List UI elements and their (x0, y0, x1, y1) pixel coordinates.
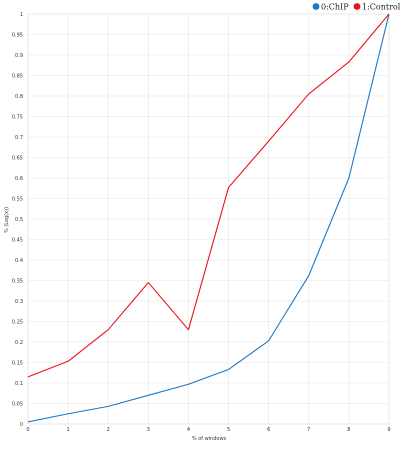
x-tick-label: 6 (267, 427, 270, 433)
x-tick-label: 8 (347, 427, 350, 433)
x-axis-label: % of windows (192, 436, 227, 442)
x-tick-label: 2 (107, 427, 110, 433)
x-tick-label: 1 (67, 427, 70, 433)
legend-label: 1:Control (362, 3, 400, 12)
x-tick-label: 4 (187, 427, 190, 433)
legend-marker (353, 3, 361, 10)
y-tick-label: 0.5 (15, 217, 23, 223)
y-tick-label: 0.65 (12, 155, 23, 161)
y-tick-label: 0.2 (15, 340, 23, 346)
x-axis-ticks: 0 1 2 3 4 5 6 7 8 9 (26, 427, 390, 433)
y-axis-ticks: 0 0.05 0.1 0.15 0.2 0.25 0.3 0.35 0.4 0.45 0.5 0.55… (12, 12, 23, 428)
y-tick-label: 0.85 (12, 73, 23, 79)
y-tick-label: 0.7 (15, 135, 23, 141)
series-line-chip (27, 13, 390, 423)
y-tick-label: 0.25 (12, 319, 23, 325)
y-tick-label: 0.55 (12, 196, 23, 202)
legend-label: 0:ChIP (321, 3, 349, 12)
y-tick-label: 0.4 (15, 258, 23, 264)
legend-item-control[interactable]: 1:Control (353, 3, 400, 12)
y-tick-label: 0.9 (15, 53, 23, 59)
y-tick-label: 0 (20, 422, 23, 428)
legend-item-chip[interactable]: 0:ChIP (312, 3, 350, 12)
y-tick-label: 0.05 (12, 401, 23, 407)
y-tick-label: 0.95 (12, 32, 23, 38)
legend-marker (312, 3, 320, 10)
x-tick-label: 9 (387, 427, 390, 433)
y-tick-label: 0.75 (12, 114, 23, 120)
y-tick-label: 0.1 (15, 381, 23, 387)
y-tick-label: 0.3 (15, 299, 23, 305)
series-line-control (27, 13, 390, 378)
y-tick-label: 0.6 (15, 176, 23, 182)
x-tick-label: 7 (307, 427, 310, 433)
x-tick-label: 3 (147, 427, 150, 433)
y-tick-label: 0.15 (12, 360, 23, 366)
series-lines (27, 13, 390, 423)
y-tick-label: 0.8 (15, 94, 23, 100)
y-tick-label: 1 (20, 12, 23, 18)
y-axis-label: % (Log(x)) (4, 207, 10, 233)
legend[interactable]: 0:ChIP 1:Control (312, 3, 400, 12)
y-tick-label: 0.45 (12, 237, 23, 243)
y-tick-label: 0.35 (12, 278, 23, 284)
grid (27, 13, 390, 425)
x-tick-label: 0 (26, 427, 29, 433)
x-tick-label: 5 (227, 427, 230, 433)
